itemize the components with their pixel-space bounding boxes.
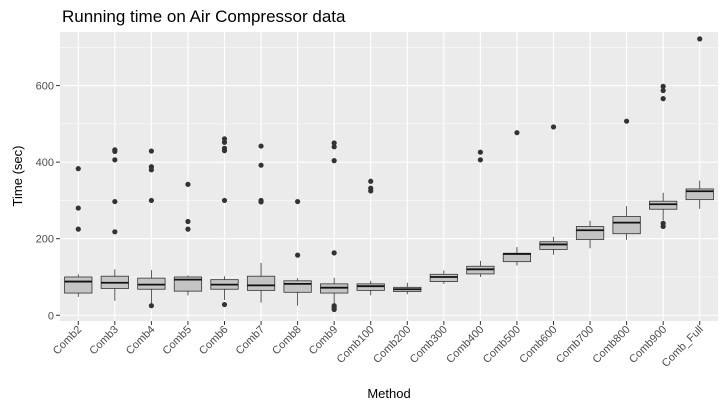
box-body [283,280,312,293]
box-Comb100 [356,178,385,296]
box-body [685,188,714,201]
outlier-point [331,250,337,256]
y-tick-label: 200 [36,234,54,246]
box-body [539,241,568,250]
x-tick-label: Comb300 [408,324,450,366]
outlier-point [221,148,228,154]
box-body [137,277,166,290]
outlier-point [148,148,154,154]
outlier-point [112,148,118,155]
x-tick-label: Comb4 [124,324,158,358]
outlier-point [221,197,228,204]
x-tick-label: Comb400 [444,324,486,366]
box-Comb2 [64,166,93,297]
x-tick-label: Comb6 [197,324,231,358]
x-tick-label: Comb8 [270,324,304,358]
box-Comb6 [210,136,239,308]
outlier-point [660,223,666,230]
x-tick-label: Comb200 [371,324,413,366]
box-Comb3 [100,147,129,301]
x-tick-label: Comb9 [307,324,341,358]
outlier-point [148,197,154,204]
outlier-point [368,178,374,184]
box-Comb7 [246,143,276,303]
outlier-point [514,130,520,136]
box-Comb800 [612,118,641,240]
box-body [612,216,641,235]
x-axis: Comb2 Comb3 Comb4 Comb5 Comb6 Comb7 Comb8 Comb9… [51,321,706,370]
outlier-point [477,149,483,155]
box-Comb8 [283,198,312,306]
y-axis: 0 200 400 600 [36,81,60,322]
box-body [64,276,93,294]
box-Comb500 [502,130,532,266]
outlier-point [258,199,264,205]
y-tick-label: 600 [36,81,54,93]
box-body [356,283,385,291]
y-axis-title: Time (sec) [10,146,25,207]
outlier-point [185,181,191,187]
outlier-point [75,205,81,211]
boxplot-series [64,36,714,313]
outlier-point [185,226,191,232]
outlier-point [258,162,264,168]
box-Comb400 [466,149,495,277]
outlier-point [697,36,703,42]
y-tick-label: 0 [48,310,54,322]
outlier-point [660,83,666,89]
outlier-point [185,218,191,225]
box-Comb200 [393,282,422,295]
y-tick-label: 400 [36,157,54,169]
x-tick-label: Comb700 [554,324,596,366]
box-Comb900 [649,83,678,230]
outlier-point [624,118,630,124]
box-Comb300 [429,270,458,284]
outlier-point [148,303,154,309]
outlier-point [112,229,118,235]
outlier-point [295,198,301,205]
outlier-point [112,157,118,163]
outlier-point [331,144,337,150]
box-Comb600 [539,124,568,255]
outlier-point [221,301,228,308]
x-tick-label: Comb500 [481,324,523,366]
box-body [246,275,276,291]
box-Comb9 [320,140,349,313]
chart-title: Running time on Air Compressor data [62,7,346,26]
outlier-point [221,139,228,145]
outlier-point [75,166,81,172]
x-tick-label: Comb3 [87,324,121,358]
outlier-point [148,167,154,173]
box-Comb700 [575,220,605,249]
x-tick-label: Comb600 [517,324,559,366]
box-Comb4 [137,148,166,309]
box-body [575,226,605,240]
outlier-point [112,198,118,205]
outlier-point [331,158,337,164]
outlier-point [477,157,483,163]
box-Comb5 [173,181,203,296]
outlier-point [331,306,337,313]
x-tick-label: Comb7 [234,324,268,358]
box-Comb_Full [685,36,714,209]
plot-panel [60,32,718,321]
outlier-point [75,226,81,232]
outlier-point [660,87,666,94]
outlier-point [550,124,557,130]
x-tick-label: Comb800 [591,324,633,366]
outlier-point [331,140,337,146]
x-axis-title: Method [367,386,410,401]
outlier-point [660,96,666,102]
box-body [429,273,458,282]
x-tick-label: Comb2 [51,324,85,358]
x-tick-label: Comb5 [161,324,195,358]
outlier-point [368,188,374,194]
outlier-point [295,252,301,258]
x-tick-label: Comb100 [335,324,377,366]
box-body [649,200,678,210]
outlier-point [258,143,264,149]
